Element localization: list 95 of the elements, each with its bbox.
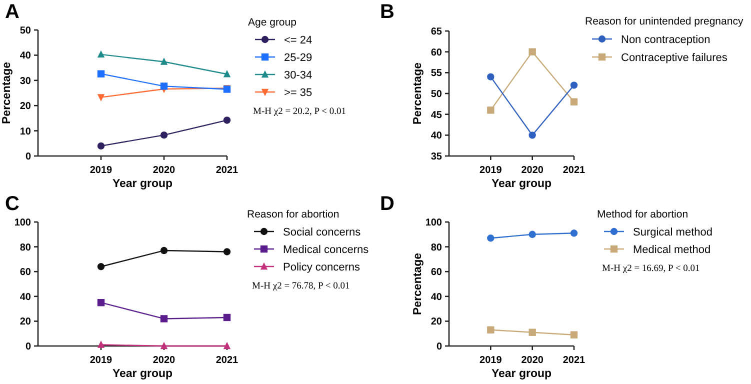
legend-title: Method for abortion bbox=[597, 208, 688, 221]
y-axis-title: Percentage bbox=[412, 62, 424, 125]
y-tick-label: 80 bbox=[430, 242, 442, 254]
y-tick-label: 55 bbox=[430, 68, 442, 80]
point bbox=[223, 314, 231, 322]
x-axis-title: Year group bbox=[112, 368, 173, 380]
x-tick-label: 2020 bbox=[521, 165, 544, 176]
point bbox=[570, 98, 578, 106]
legend-label: Surgical method bbox=[633, 226, 712, 238]
y-tick-label: 30 bbox=[20, 76, 32, 87]
y-tick-label: 20 bbox=[430, 316, 442, 328]
text: M-H χ2 = 16.69, P < 0.01 bbox=[602, 264, 700, 274]
chart-title: B bbox=[380, 1, 394, 23]
x-tick-label: 2019 bbox=[480, 165, 502, 176]
x-axis-title: Year group bbox=[491, 368, 552, 380]
legend-label: Non contraception bbox=[621, 34, 710, 46]
x-tick-label: 2019 bbox=[480, 355, 502, 366]
legend-label: Social concerns bbox=[283, 226, 362, 238]
legend-title: Reason for unintended pregnancy bbox=[585, 16, 744, 28]
x-tick-label: 2021 bbox=[562, 165, 586, 176]
point bbox=[223, 70, 231, 78]
point bbox=[160, 315, 168, 322]
point bbox=[570, 82, 578, 89]
y-tick-label: 60 bbox=[430, 267, 442, 278]
point bbox=[570, 331, 578, 338]
legend-label: Contraceptive failures bbox=[621, 52, 728, 64]
point bbox=[528, 230, 536, 238]
y-tick-label: 60 bbox=[20, 267, 32, 278]
legend-label: <= 24 bbox=[284, 34, 312, 46]
text: M-H χ2 = 20.2, P < 0.01 bbox=[253, 106, 346, 117]
chart-title: C bbox=[5, 193, 20, 215]
y-tick-label: 0 bbox=[25, 342, 32, 352]
legend-label: Medical concerns bbox=[283, 244, 370, 256]
y-tick-label: 0 bbox=[436, 342, 442, 352]
legend-label: Policy concerns bbox=[283, 261, 361, 274]
point bbox=[223, 116, 231, 124]
y-tick-label: 80 bbox=[20, 242, 32, 254]
point bbox=[223, 248, 231, 256]
y-tick-label: 100 bbox=[425, 218, 442, 228]
y-tick-label: 35 bbox=[430, 152, 442, 162]
legend-label: Medical method bbox=[633, 244, 711, 256]
point bbox=[160, 58, 168, 65]
y-tick-label: 60 bbox=[430, 47, 442, 58]
x-tick-label: 2020 bbox=[152, 165, 176, 176]
y-tick-label: 45 bbox=[430, 110, 442, 121]
point bbox=[570, 230, 578, 237]
x-tick-label: 2020 bbox=[152, 355, 176, 366]
x-tick-label: 2019 bbox=[90, 355, 113, 366]
x-tick-label: 2021 bbox=[216, 355, 239, 366]
point bbox=[97, 142, 105, 150]
y-tick-label: 50 bbox=[20, 26, 32, 36]
point bbox=[528, 132, 536, 139]
x-tick-label: 2021 bbox=[562, 355, 586, 366]
y-tick-label: 40 bbox=[20, 50, 32, 62]
legend-title: Reason for abortion bbox=[247, 208, 340, 221]
point bbox=[97, 70, 105, 78]
y-tick-label: 40 bbox=[430, 292, 442, 303]
point bbox=[160, 131, 168, 139]
y-tick-label: 50 bbox=[430, 89, 442, 100]
point bbox=[160, 82, 168, 90]
y-tick-label: 0 bbox=[25, 152, 32, 162]
point bbox=[487, 234, 494, 242]
point bbox=[487, 106, 494, 114]
y-tick-label: 10 bbox=[20, 126, 32, 138]
y-tick-label: 20 bbox=[20, 101, 32, 112]
x-axis-title: Year group bbox=[491, 178, 552, 190]
point bbox=[160, 246, 168, 254]
point bbox=[97, 94, 105, 102]
x-tick-label: 2020 bbox=[521, 355, 544, 366]
chart-title: A bbox=[5, 1, 20, 23]
point bbox=[487, 73, 494, 80]
point bbox=[528, 328, 536, 336]
point bbox=[528, 48, 536, 56]
chart-title: D bbox=[380, 193, 394, 215]
point bbox=[97, 299, 105, 306]
y-tick-label: 20 bbox=[20, 316, 32, 328]
legend-label: 25-29 bbox=[284, 52, 312, 64]
point bbox=[97, 50, 105, 58]
y-tick-label: 65 bbox=[430, 26, 442, 38]
point bbox=[97, 340, 105, 348]
x-axis-title: Year group bbox=[112, 178, 173, 190]
legend-label: >= 35 bbox=[284, 86, 312, 99]
x-tick-label: 2021 bbox=[216, 165, 239, 176]
y-tick-label: 40 bbox=[430, 130, 442, 142]
x-tick-label: 2019 bbox=[90, 165, 113, 176]
legend-title: Age group bbox=[248, 16, 297, 29]
y-axis-title: Percentage bbox=[412, 252, 424, 316]
y-tick-label: 40 bbox=[20, 292, 32, 303]
point bbox=[97, 263, 105, 270]
y-axis-title: Percentage bbox=[1, 62, 13, 124]
point bbox=[487, 326, 494, 334]
legend-label: 30-34 bbox=[284, 69, 312, 82]
point bbox=[160, 342, 168, 350]
y-tick-label: 100 bbox=[14, 218, 32, 228]
text: M-H χ2 = 76.78, P < 0.01 bbox=[252, 281, 350, 292]
